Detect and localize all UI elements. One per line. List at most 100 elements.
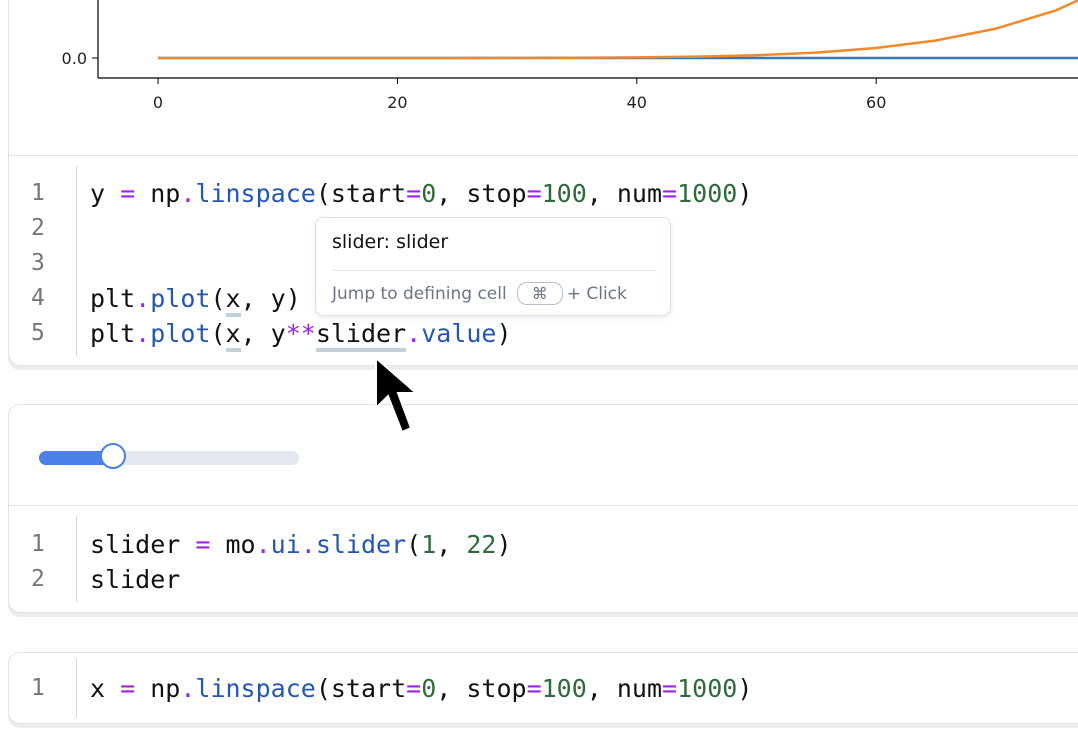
code-token: ui bbox=[270, 530, 301, 559]
line-number: 4 bbox=[31, 285, 45, 311]
line-number: 3 bbox=[31, 250, 45, 276]
code-token: . bbox=[180, 179, 196, 208]
line-number: 1 bbox=[31, 180, 45, 206]
code-token: slider bbox=[90, 565, 181, 594]
code-token: slider bbox=[315, 530, 407, 559]
code-token: , bbox=[436, 530, 467, 559]
line-number: 2 bbox=[31, 566, 45, 592]
code-text: y = np.linspace(start=0, stop=100, num=1… bbox=[90, 176, 752, 211]
code-token: . bbox=[300, 530, 316, 559]
code-token: 1 bbox=[421, 530, 437, 559]
code-token: = bbox=[120, 674, 136, 703]
arrow-pointer-icon bbox=[375, 356, 419, 434]
command-key-icon: ⌘ bbox=[516, 282, 563, 305]
slider-fill bbox=[39, 451, 114, 465]
code-token: 1000 bbox=[677, 674, 738, 703]
line-number: 5 bbox=[31, 320, 45, 346]
code-token: . bbox=[180, 674, 196, 703]
gutter-divider bbox=[76, 659, 77, 717]
code-token: = bbox=[526, 179, 542, 208]
code-token: ) bbox=[737, 179, 753, 208]
code-token: mo bbox=[210, 530, 256, 559]
line-number: 1 bbox=[31, 531, 45, 557]
code-token: = bbox=[662, 179, 678, 208]
line-number: 1 bbox=[31, 675, 45, 701]
code-token: = bbox=[662, 674, 678, 703]
y-tick-label: 0.0 bbox=[62, 49, 87, 68]
tooltip-hint-text: Jump to defining cell bbox=[332, 284, 507, 304]
x-tick-label: 20 bbox=[387, 93, 407, 112]
code-token: x bbox=[90, 674, 121, 703]
code-text: plt.plot(x, y) bbox=[90, 281, 301, 317]
code-token: 0 bbox=[421, 179, 437, 208]
code-token: , y bbox=[240, 319, 286, 348]
code-token[interactable]: x bbox=[225, 284, 241, 317]
code-text: x = np.linspace(start=0, stop=100, num=1… bbox=[90, 671, 752, 706]
code-token[interactable]: slider bbox=[315, 319, 407, 352]
code-token: , stop bbox=[436, 674, 527, 703]
code-token: = bbox=[120, 179, 136, 208]
code-token: 0 bbox=[421, 674, 437, 703]
x-tick-label: 40 bbox=[627, 93, 647, 112]
cell-output-slider bbox=[9, 405, 1078, 506]
code-token: (start bbox=[315, 179, 407, 208]
code-token: . bbox=[255, 530, 271, 559]
line-chart: 0 20 40 60 0.0 bbox=[62, 0, 1078, 112]
code-token: plt bbox=[90, 284, 136, 313]
code-token: . bbox=[135, 284, 151, 313]
code-token: = bbox=[195, 530, 211, 559]
line-number: 2 bbox=[31, 215, 45, 241]
tooltip-divider bbox=[332, 270, 656, 271]
tooltip-hint-suffix: + Click bbox=[566, 284, 627, 304]
code-token: . bbox=[406, 319, 422, 348]
code-text: plt.plot(x, y**slider.value) bbox=[90, 316, 512, 352]
code-token: ** bbox=[285, 319, 316, 348]
x-tick-label: 0 bbox=[153, 93, 163, 112]
gutter-divider bbox=[76, 516, 77, 602]
code-token: , y) bbox=[240, 284, 301, 313]
code-token: np bbox=[135, 179, 181, 208]
code-token: linspace bbox=[195, 179, 316, 208]
code-token: , num bbox=[586, 179, 663, 208]
code-token: 100 bbox=[541, 674, 587, 703]
code-token: ) bbox=[496, 319, 512, 348]
code-token: , stop bbox=[436, 179, 527, 208]
series-line-1 bbox=[158, 0, 1078, 60]
code-token: 100 bbox=[541, 179, 587, 208]
code-editor[interactable]: 1 slider = mo.ui.slider(1, 22) 2 slider bbox=[9, 506, 1078, 612]
code-token: = bbox=[406, 179, 422, 208]
code-token: , num bbox=[586, 674, 663, 703]
code-token: plot bbox=[150, 319, 211, 348]
tooltip-hint: Jump to defining cell ⌘ + Click bbox=[332, 282, 627, 305]
code-token[interactable]: x bbox=[225, 319, 241, 352]
code-token: ) bbox=[737, 674, 753, 703]
x-tick-label: 60 bbox=[866, 93, 886, 112]
code-token: value bbox=[421, 319, 497, 348]
code-token: . bbox=[135, 319, 151, 348]
code-token: = bbox=[526, 674, 542, 703]
code-token: (start bbox=[315, 674, 407, 703]
cell-slider[interactable]: 1 slider = mo.ui.slider(1, 22) 2 slider bbox=[8, 404, 1078, 613]
slider-thumb[interactable] bbox=[100, 443, 127, 469]
code-token: slider bbox=[90, 530, 196, 559]
hover-tooltip: slider: slider Jump to defining cell ⌘ + C… bbox=[315, 217, 671, 316]
code-token: y bbox=[90, 179, 121, 208]
code-token: ( bbox=[210, 284, 226, 313]
code-token: ( bbox=[210, 319, 226, 348]
cell-output-plot: 0 20 40 60 0.0 bbox=[9, 0, 1078, 156]
code-token: ( bbox=[406, 530, 422, 559]
slider[interactable] bbox=[39, 443, 299, 469]
code-token: plot bbox=[150, 284, 211, 313]
code-token: 1000 bbox=[677, 179, 738, 208]
code-token: np bbox=[135, 674, 181, 703]
gutter-divider bbox=[76, 166, 77, 356]
code-token: plt bbox=[90, 319, 136, 348]
code-token: 22 bbox=[466, 530, 497, 559]
code-token: ) bbox=[496, 530, 512, 559]
code-text: slider = mo.ui.slider(1, 22) bbox=[90, 527, 512, 562]
tooltip-title: slider: slider bbox=[332, 231, 449, 253]
code-text: slider bbox=[90, 562, 180, 597]
